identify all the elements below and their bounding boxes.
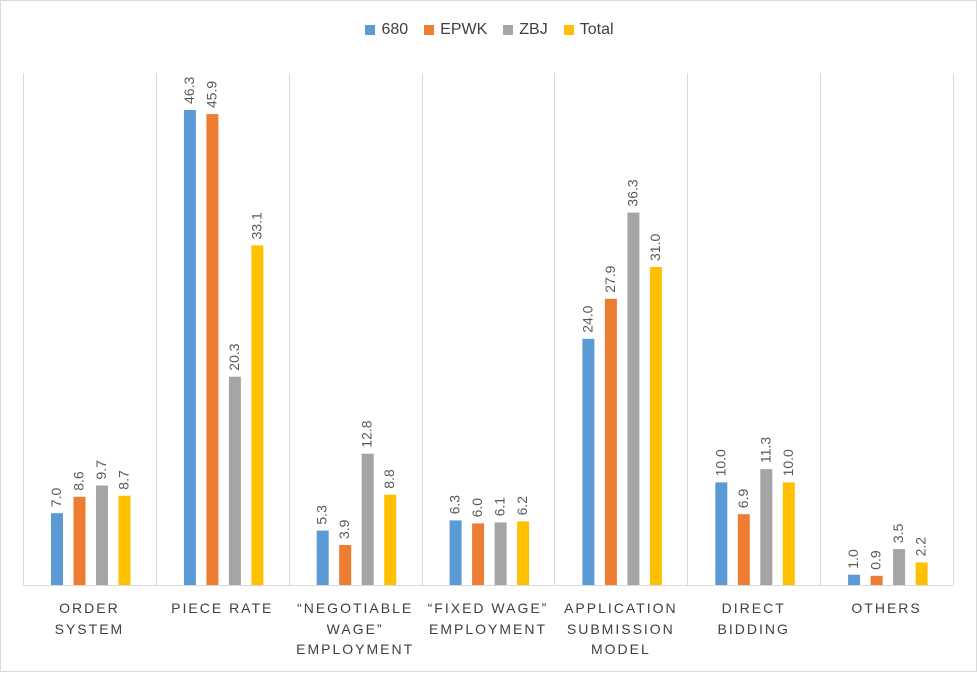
bar	[517, 521, 530, 585]
data-label: 8.7	[116, 470, 132, 490]
data-label: 9.7	[93, 460, 109, 480]
category-label: “FIXED WAGE” EMPLOYMENT	[421, 598, 555, 639]
legend-label: Total	[579, 21, 614, 38]
bar	[760, 469, 773, 585]
data-label: 6.1	[492, 497, 508, 517]
data-label: 12.8	[359, 420, 375, 447]
data-label: 5.3	[314, 505, 330, 525]
bar	[848, 574, 861, 585]
data-label: 3.9	[336, 519, 352, 539]
bar	[649, 267, 662, 585]
data-label: 11.3	[757, 437, 773, 463]
legend-label: ZBJ	[519, 21, 548, 38]
bar	[316, 530, 329, 585]
data-label: 8.8	[381, 469, 397, 489]
legend-swatch	[503, 25, 514, 35]
category-label-line: EMPLOYMENT	[296, 641, 415, 657]
bar	[228, 376, 241, 585]
bar	[782, 482, 795, 585]
category-label: APPLICATION SUBMISSION MODEL	[554, 598, 688, 660]
legend-item-3: Total	[563, 21, 614, 39]
category-label-line: OTHERS	[851, 600, 922, 616]
data-label: 3.5	[890, 523, 906, 543]
legend-item-1: EPWK	[424, 21, 487, 39]
bar	[361, 453, 374, 585]
bar	[893, 549, 906, 585]
data-label: 45.9	[203, 81, 219, 108]
category-label-line: MODEL	[590, 641, 651, 657]
category-label-line: SYSTEM	[54, 620, 125, 637]
bar	[604, 298, 617, 585]
category-label-line: APPLICATION	[564, 600, 678, 616]
data-label: 24.0	[579, 305, 595, 332]
bar	[915, 562, 928, 585]
data-label: 6.9	[735, 489, 751, 509]
bar	[206, 114, 219, 585]
legend-item-0: 680	[365, 21, 408, 39]
data-label: 6.0	[469, 498, 485, 518]
data-label: 10.0	[780, 449, 796, 476]
data-label: 20.3	[226, 343, 242, 370]
legend-swatch	[424, 25, 435, 35]
category-label-line: DIRECT	[721, 600, 786, 616]
bar	[183, 110, 196, 585]
data-label: 46.3	[181, 77, 197, 104]
category-label: ORDER SYSTEM	[22, 598, 156, 639]
category-label-line: EMPLOYMENT	[428, 620, 547, 637]
bar	[118, 495, 131, 585]
bar	[339, 545, 352, 585]
category-label: DIRECT BIDDING	[687, 598, 821, 639]
data-label: 8.6	[71, 471, 87, 491]
data-label: 1.0	[845, 549, 861, 569]
bar	[384, 494, 397, 585]
bar	[449, 520, 462, 585]
data-label: 7.0	[48, 488, 64, 508]
category-label-line: PIECE RATE	[171, 600, 274, 616]
legend-swatch	[563, 25, 574, 35]
bar	[472, 523, 485, 585]
category-label: PIECE RATE	[155, 598, 289, 619]
bar	[627, 212, 640, 585]
bar	[96, 485, 108, 585]
bar	[870, 575, 883, 585]
category-label-line: ORDER	[59, 600, 120, 616]
bar	[582, 338, 595, 585]
category-label-line: “NEGOTIABLE	[297, 600, 414, 616]
data-label: 10.0	[712, 449, 728, 476]
chart-legend: 680 EPWK ZBJ Total	[1, 21, 977, 39]
category-label-line: “FIXED WAGE”	[427, 600, 549, 616]
category-label-line: BIDDING	[717, 620, 790, 637]
bar	[51, 513, 63, 585]
bar	[737, 514, 750, 585]
category-label-line: SUBMISSION	[566, 620, 675, 637]
data-label: 33.1	[248, 212, 264, 239]
category-label-line: WAGE”	[326, 620, 384, 637]
legend-label: 680	[381, 21, 409, 38]
bar	[715, 482, 728, 585]
data-label: 36.3	[624, 179, 640, 206]
data-label: 2.2	[913, 537, 929, 557]
legend-item-2: ZBJ	[503, 21, 548, 39]
data-label: 6.2	[514, 496, 530, 516]
data-label: 27.9	[602, 265, 618, 292]
category-label: “NEGOTIABLE WAGE” EMPLOYMENT	[288, 598, 422, 660]
data-label: 6.3	[447, 495, 463, 515]
data-label: 0.9	[868, 550, 884, 570]
category-label: OTHERS	[820, 598, 954, 619]
legend-swatch	[365, 25, 376, 35]
legend-label: EPWK	[440, 21, 488, 38]
data-label: 31.0	[647, 234, 663, 261]
bar	[251, 245, 264, 585]
bar	[73, 496, 86, 585]
bar	[494, 522, 507, 585]
